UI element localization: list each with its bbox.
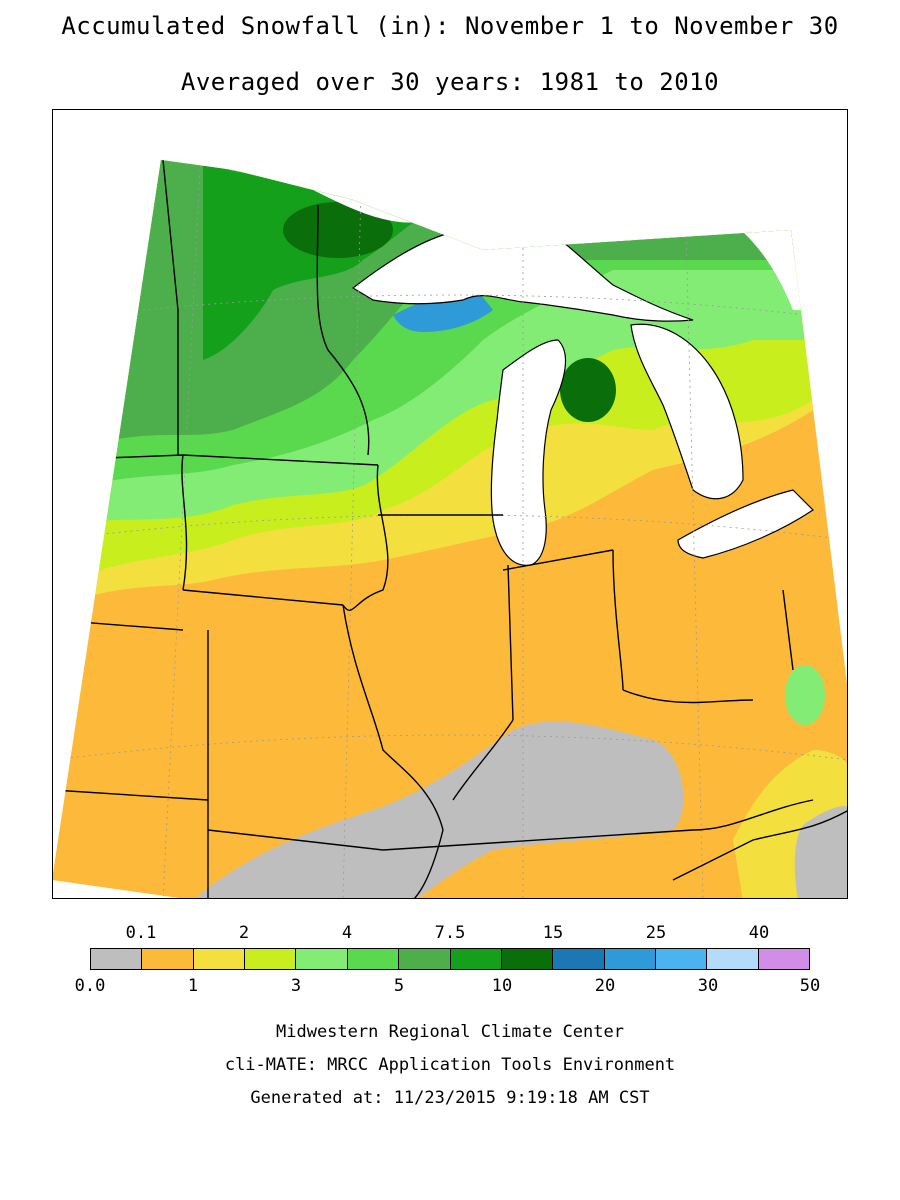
- legend-top-label: 2: [238, 923, 250, 943]
- legend-bottom-label: 10: [491, 976, 513, 996]
- legend-bottom-label: 30: [697, 976, 719, 996]
- legend-swatch: [398, 949, 450, 969]
- legend-swatch: [244, 949, 296, 969]
- color-legend: [90, 948, 810, 970]
- legend-swatch: [346, 949, 399, 969]
- legend-bottom-label: 1: [187, 976, 199, 996]
- legend-swatch: [295, 949, 347, 969]
- legend-bottom-label: 50: [799, 976, 821, 996]
- legend-top-label: 0.1: [125, 923, 157, 943]
- legend-swatch: [141, 949, 193, 969]
- legend-bottom-label: 20: [594, 976, 616, 996]
- snowfall-map: [52, 109, 848, 899]
- legend-swatch: [706, 949, 758, 969]
- legend-swatch: [449, 949, 501, 969]
- legend-swatch: [654, 949, 707, 969]
- legend-bottom-label: 5: [393, 976, 405, 996]
- legend-bottom-label: 0.0: [74, 976, 106, 996]
- legend-top-label: 4: [341, 923, 353, 943]
- footer-generated-time: Generated at: 11/23/2015 9:19:18 AM CST: [250, 1088, 650, 1108]
- legend-swatch: [192, 949, 245, 969]
- footer-organization: Midwestern Regional Climate Center: [276, 1022, 624, 1042]
- zone-0-to-1: [193, 721, 684, 898]
- legend-top-label: 25: [645, 923, 667, 943]
- map-title: Accumulated Snowfall (in): November 1 to…: [61, 12, 839, 40]
- legend-swatch: [91, 949, 142, 969]
- legend-top-label: 40: [748, 923, 770, 943]
- zone-15-to-20-mn: [283, 202, 393, 258]
- footer-tool-name: cli-MATE: MRCC Application Tools Environ…: [224, 1055, 676, 1075]
- lake-michigan: [490, 339, 567, 566]
- legend-top-label: 15: [542, 923, 564, 943]
- legend-swatch: [757, 949, 810, 969]
- legend-bottom-label: 3: [290, 976, 302, 996]
- legend-swatch: [552, 949, 604, 969]
- zone-15-to-20-mi: [560, 358, 616, 422]
- lake-erie: [677, 489, 814, 559]
- map-subtitle: Averaged over 30 years: 1981 to 2010: [180, 68, 720, 96]
- lake-huron: [630, 323, 744, 500]
- legend-swatch: [603, 949, 655, 969]
- legend-swatch: [500, 949, 553, 969]
- legend-top-label: 7.5: [434, 923, 466, 943]
